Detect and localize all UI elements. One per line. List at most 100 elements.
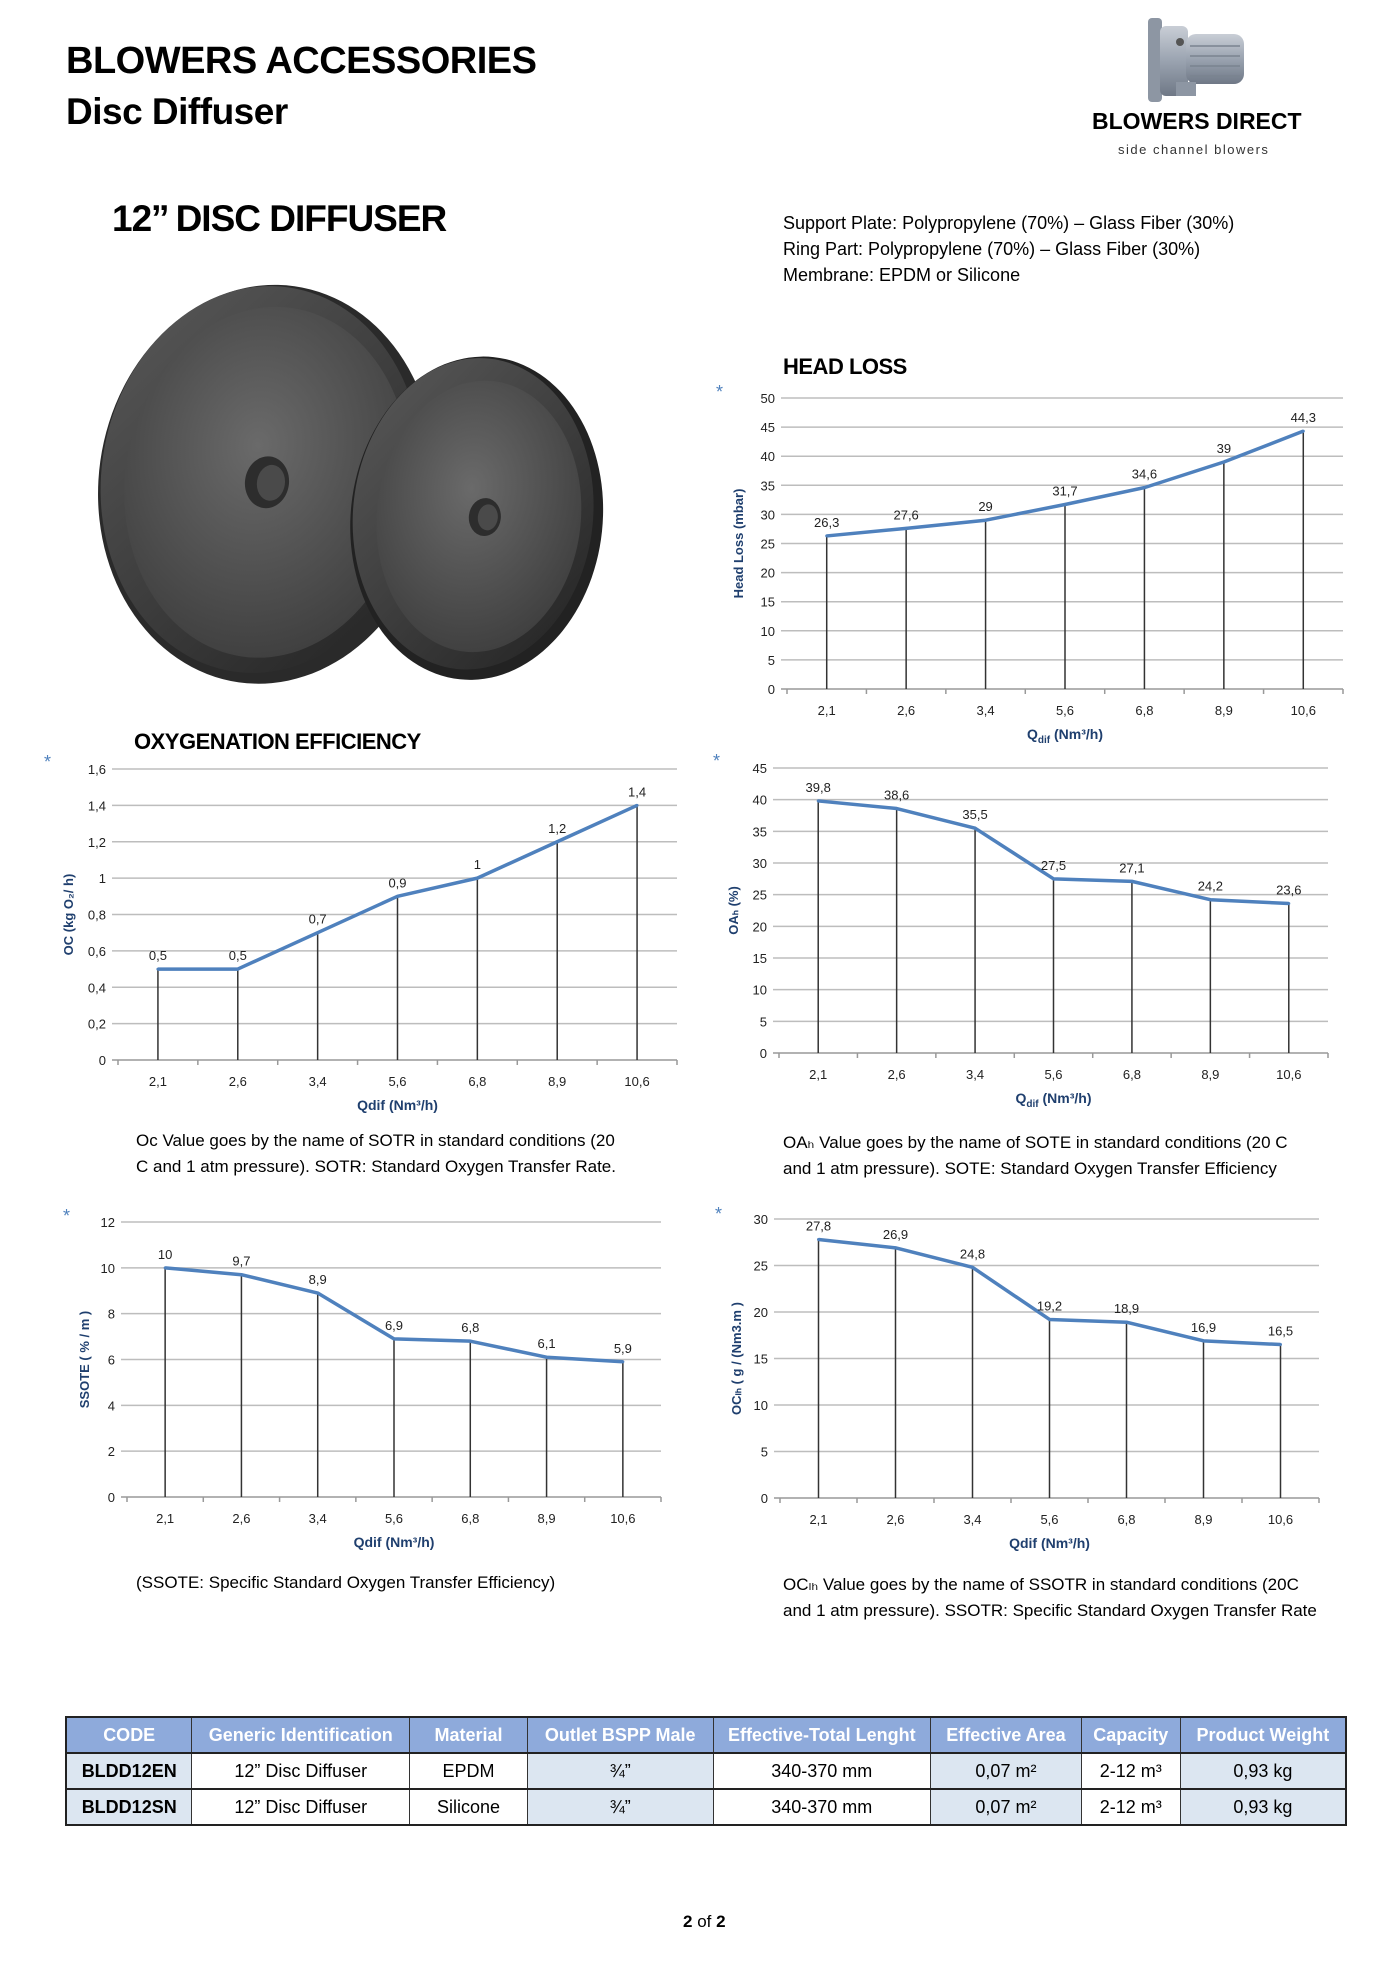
- x-tick-label: 3,4: [309, 1074, 327, 1089]
- y-tick-label: 0,4: [88, 980, 106, 995]
- x-tick-label: 8,9: [1215, 703, 1233, 718]
- data-point: [973, 826, 977, 830]
- x-axis-title-part: dif: [1038, 735, 1051, 746]
- column-header-material: Material: [409, 1717, 528, 1754]
- data-point: [1063, 503, 1067, 507]
- x-tick-label: 10,6: [610, 1511, 635, 1526]
- data-point: [239, 1273, 243, 1277]
- data-point: [545, 1355, 549, 1359]
- oxygenation-efficiency-title: OXYGENATION EFFICIENCY: [134, 729, 421, 754]
- x-tick-label: 8,9: [548, 1074, 566, 1089]
- x-tick-label: 2,6: [888, 1067, 906, 1082]
- data-point: [895, 807, 899, 811]
- spec-support-plate: Support Plate: Polypropylene (70%) – Gla…: [783, 213, 1235, 233]
- data-point: [1202, 1339, 1205, 1343]
- page-of: of: [697, 1912, 712, 1931]
- x-tick-label: 6,8: [461, 1511, 479, 1526]
- y-tick-label: 0: [108, 1490, 115, 1505]
- y-tick-label: 15: [753, 951, 767, 966]
- data-label: 29: [978, 499, 992, 514]
- y-tick-label: 30: [754, 1212, 768, 1227]
- y-tick-label: 35: [753, 824, 767, 839]
- column-header-generic-identification: Generic Identification: [191, 1717, 410, 1754]
- data-label: 5,9: [614, 1341, 632, 1356]
- x-tick-label: 5,6: [1040, 1512, 1058, 1527]
- chart-head-loss: 0 5 10 15 20 25 30 35 40 45 50 26,3 27,6 29 31,7 34,6 39…: [731, 391, 1344, 746]
- x-axis-title: Qdif (Nm³/h): [1016, 1090, 1092, 1110]
- y-tick-label: 20: [761, 566, 775, 581]
- data-label: 19,2: [1037, 1298, 1062, 1313]
- x-tick-label: 10,6: [1268, 1512, 1293, 1527]
- x-axis-title-part: Q: [1027, 726, 1038, 742]
- cell-code: BLDD12EN: [65, 1753, 192, 1790]
- x-tick-label: 5,6: [1056, 703, 1074, 718]
- x-tick-label: 8,9: [1194, 1512, 1212, 1527]
- caption-line: OCₗₕ Value goes by the name of SSOTR in …: [783, 1575, 1299, 1594]
- y-tick-label: 20: [754, 1305, 768, 1320]
- spec-ring-part: Ring Part: Polypropylene (70%) – Glass F…: [783, 239, 1201, 259]
- column-header-capacity: Capacity: [1080, 1717, 1181, 1754]
- x-tick-label: 5,6: [385, 1511, 403, 1526]
- x-axis-title-part: Qdif (Nm³/h): [1009, 1535, 1090, 1551]
- y-tick-label: 50: [761, 391, 775, 406]
- x-tick-label: 2,1: [809, 1067, 827, 1082]
- x-axis-title-part: (Nm³/h): [1039, 1090, 1092, 1106]
- data-label: 8,9: [309, 1272, 327, 1287]
- data-label: 1: [474, 857, 481, 872]
- data-point: [1052, 877, 1055, 881]
- y-tick-label: 8: [108, 1307, 115, 1322]
- x-axis-title: Qdif (Nm³/h): [1027, 726, 1103, 746]
- x-tick-label: 3,4: [966, 1067, 984, 1082]
- column-header-outlet: Outlet BSPP Male: [526, 1717, 713, 1754]
- x-tick-label: 6,8: [1135, 703, 1153, 718]
- data-label: 16,9: [1191, 1320, 1216, 1335]
- y-axis-title: SSOTE ( % / m ): [77, 1311, 92, 1409]
- data-point: [316, 1291, 320, 1295]
- y-tick-label: 45: [753, 761, 767, 776]
- product-specs: Support Plate: Polypropylene (70%) – Gla…: [783, 210, 1234, 288]
- y-tick-label: 5: [760, 1014, 767, 1029]
- data-point: [825, 534, 829, 538]
- data-point: [1130, 879, 1134, 883]
- caption-line: and 1 atm pressure). SOTE: Standard Oxyg…: [783, 1159, 1277, 1178]
- y-tick-label: 0: [761, 1491, 768, 1506]
- product-title: 12’’ DISC DIFFUSER: [112, 198, 447, 239]
- data-point: [816, 799, 820, 803]
- data-label: 38,6: [884, 788, 909, 803]
- cell-weight: 0,93 kg: [1179, 1753, 1346, 1790]
- data-label: 24,8: [960, 1246, 985, 1261]
- x-tick-label: 10,6: [624, 1074, 649, 1089]
- column-header-length: Effective-Total Lenght: [712, 1717, 931, 1754]
- y-tick-label: 0: [760, 1046, 767, 1061]
- data-point: [156, 967, 160, 971]
- cell-material: EPDM: [409, 1753, 528, 1790]
- data-label: 1,4: [628, 784, 646, 799]
- cell-length: 340-370 mm: [712, 1789, 931, 1826]
- data-point: [1142, 486, 1146, 490]
- data-point: [236, 967, 240, 971]
- caption-line: Oc Value goes by the name of SOTR in sta…: [136, 1131, 615, 1150]
- x-axis-title-part: Qdif (Nm³/h): [357, 1097, 438, 1113]
- y-tick-label: 5: [761, 1445, 768, 1460]
- x-axis-title-part: Q: [1016, 1090, 1027, 1106]
- y-axis-title: OCₗₕ ( g / (Nm3.m ): [729, 1302, 744, 1415]
- y-tick-label: 15: [754, 1352, 768, 1367]
- y-tick-label: 15: [761, 595, 775, 610]
- oah-caption: OAₕ Value goes by the name of SOTE in st…: [783, 1130, 1288, 1182]
- chart-oclh: 0 5 10 15 20 25 30 27,8 26,9 24,8 19,2 18,9 16,9 16,5…: [729, 1212, 1320, 1551]
- data-point: [817, 1237, 820, 1241]
- data-label: 27,5: [1041, 858, 1066, 873]
- chart-marker: *: [63, 1206, 71, 1226]
- y-tick-label: 5: [768, 653, 775, 668]
- y-tick-label: 35: [761, 478, 775, 493]
- data-label: 24,2: [1198, 879, 1223, 894]
- x-tick-label: 5,6: [1044, 1067, 1062, 1082]
- cell-code: BLDD12SN: [65, 1789, 192, 1826]
- y-tick-label: 10: [101, 1261, 115, 1276]
- cell-generic-identification: 12” Disc Diffuser: [191, 1789, 410, 1826]
- company-logo: BLOWERS DIRECT side channel blowers: [1090, 12, 1310, 162]
- data-label: 34,6: [1132, 467, 1157, 482]
- data-label: 27,6: [893, 507, 918, 522]
- y-tick-label: 40: [753, 793, 767, 808]
